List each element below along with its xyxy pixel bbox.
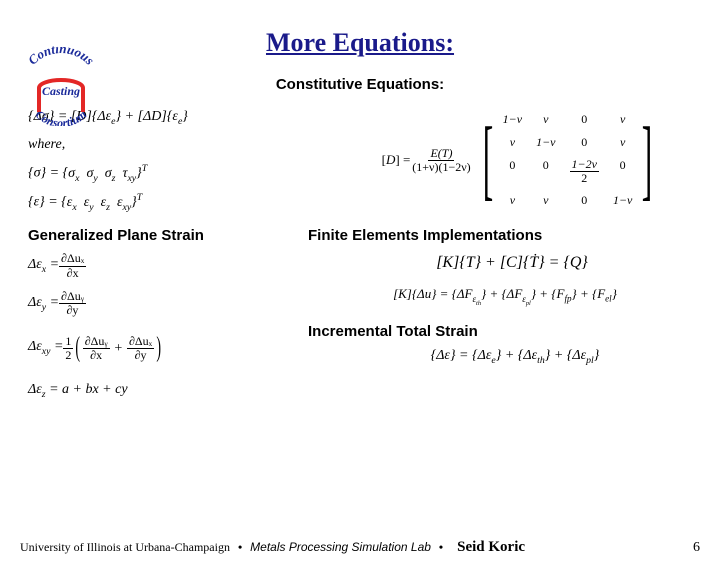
d-matrix: 1−νν0ν ν1−ν0ν 001−2ν20 νν01−ν	[503, 112, 633, 208]
eq-eps-vec: {ε} = {εx εy εz εxy}T	[28, 188, 308, 217]
footer-lab: Metals Processing Simulation Lab	[250, 540, 431, 554]
footer-author: Seid Koric	[457, 539, 525, 556]
fei-eq1: [K]{T} + [C]{Ṫ} = {Q}	[332, 254, 692, 272]
page-number: 6	[693, 540, 700, 556]
fei-eq2: [K]{Δu} = {ΔFεth} + {ΔFεpl} + {Ffp} + {F…	[318, 286, 692, 306]
bracket-left-icon: [	[482, 115, 492, 205]
gps-column: Generalized Plane Strain Δεx = ∂Δuₓ∂x Δε…	[28, 227, 308, 412]
fei-column: Finite Elements Implementations [K]{T} +…	[308, 227, 692, 412]
eq-delta-exy: Δεxy = 12 ( ∂Δuᵧ∂x + ∂Δuₓ∂y )	[28, 327, 308, 369]
bracket-right-icon: ]	[642, 115, 652, 205]
eq-delta-ez: Δεz = a + bx + cy	[28, 379, 308, 402]
its-eq: {Δε} = {Δεe} + {Δεth} + {Δεpl}	[338, 348, 692, 366]
logo-mid-text: Casting	[42, 84, 80, 98]
gps-heading: Generalized Plane Strain	[28, 227, 308, 244]
footer-bullet-2: •	[439, 540, 443, 555]
gps-equations: Δεx = ∂Δuₓ∂x Δεy = ∂Δuᵧ∂y Δεxy = 12 ( ∂Δ…	[28, 252, 308, 402]
its-heading: Incremental Total Strain	[308, 323, 692, 340]
eq-sigma-vec: {σ} = {σx σy σz τxy}T	[28, 159, 308, 188]
eq-delta-ey: Δεy = ∂Δuᵧ∂y	[28, 290, 308, 317]
footer-bullet-1: •	[238, 540, 242, 555]
svg-text:Consortium: Consortium	[33, 107, 89, 126]
footer: University of Illinois at Urbana-Champai…	[0, 539, 720, 556]
svg-text:Continuous: Continuous	[25, 46, 97, 68]
fei-heading: Finite Elements Implementations	[308, 227, 692, 244]
where-label: where,	[28, 131, 308, 159]
eq-delta-ex: Δεx = ∂Δuₓ∂x	[28, 252, 308, 279]
ccc-logo: Continuous Casting Consortium	[12, 46, 112, 126]
logo-top-text: Continuous	[25, 46, 97, 68]
lower-section-row: Generalized Plane Strain Δεx = ∂Δuₓ∂x Δε…	[0, 227, 720, 412]
constitutive-right: [D] = E(T) (1+ν)(1−2ν) [ 1−νν0ν ν1−ν0ν 0…	[352, 103, 692, 217]
logo-bottom-text: Consortium	[33, 107, 89, 126]
footer-university: University of Illinois at Urbana-Champai…	[20, 540, 230, 555]
d-matrix-prefix: [D] =	[382, 152, 411, 168]
d-matrix-fraction: E(T) (1+ν)(1−2ν)	[410, 147, 472, 174]
